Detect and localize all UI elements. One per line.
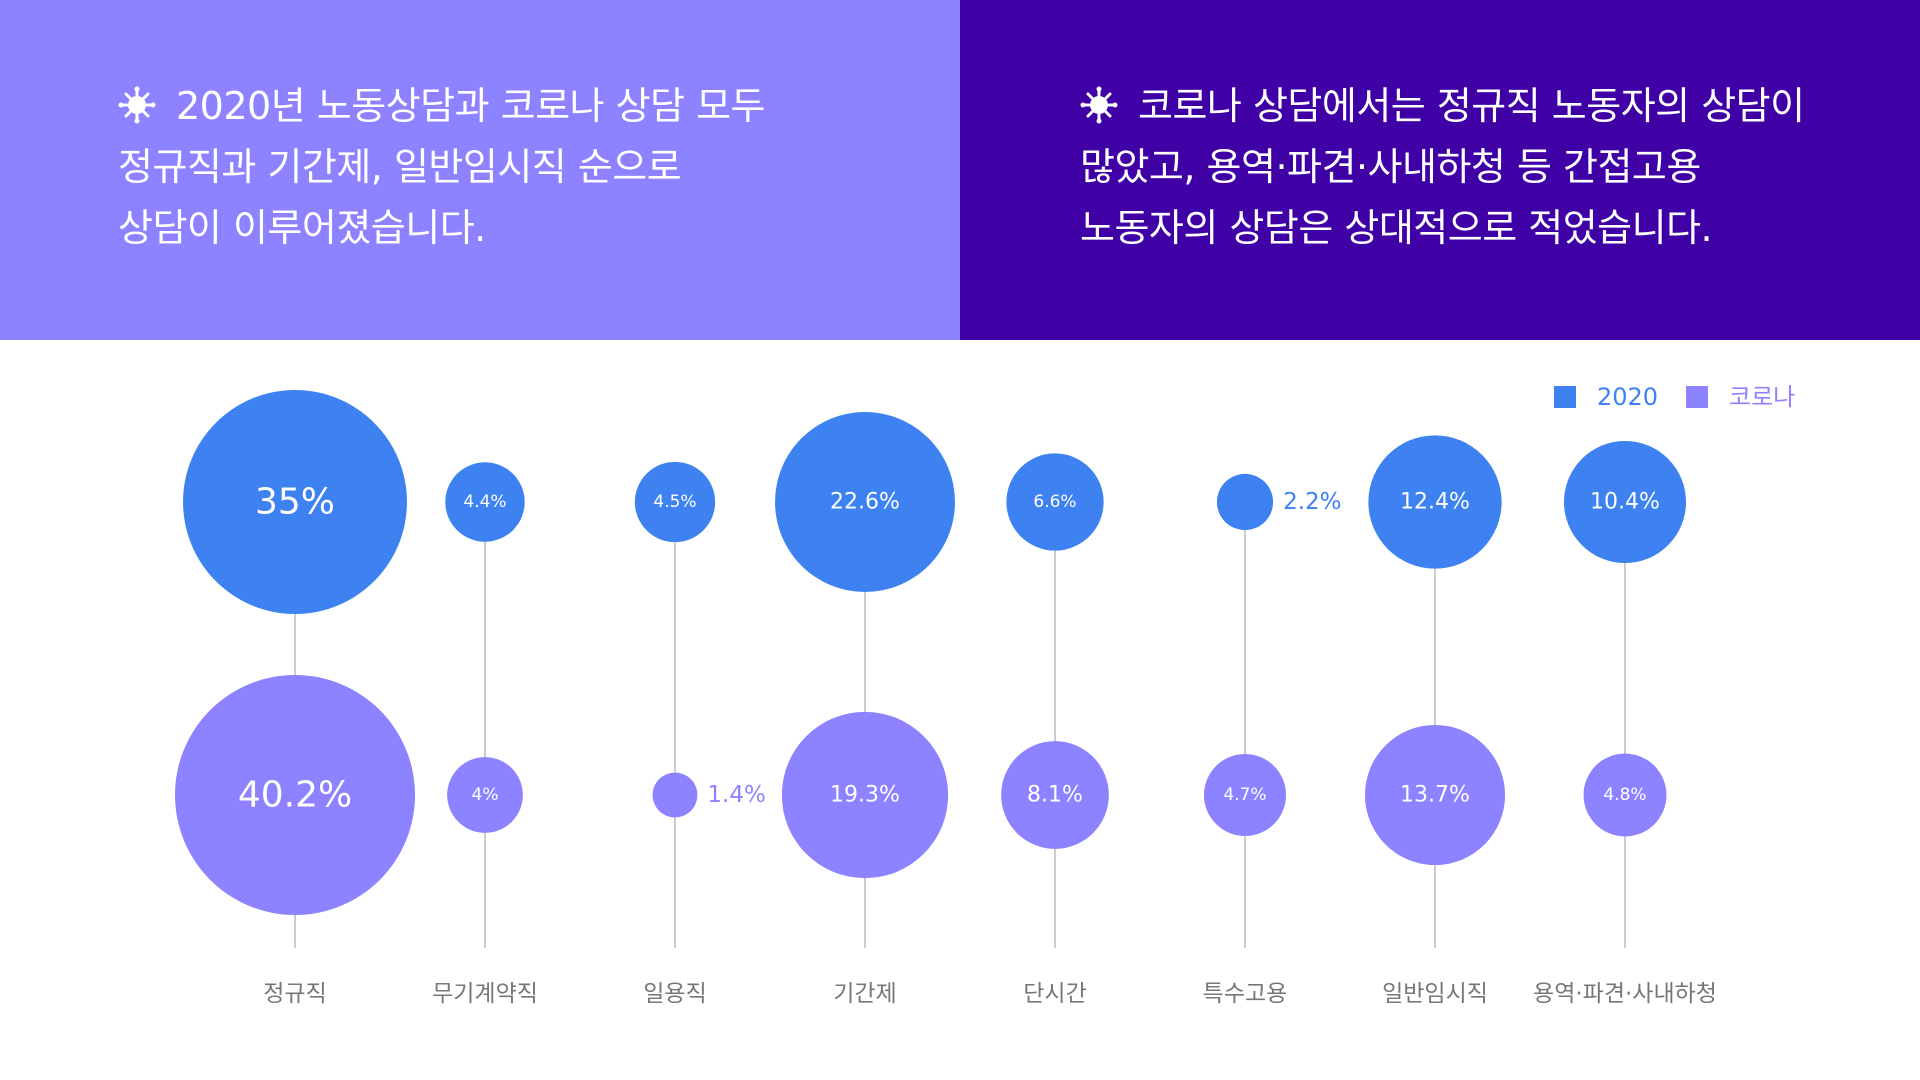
summary-line: 많았고, 용역·파견·사내하청 등 간접고용: [1080, 145, 1701, 189]
category-label: 일용직: [643, 981, 706, 1007]
bubble-value-label: 6.6%: [1033, 492, 1076, 512]
bubble-corona: [1364, 724, 1506, 866]
bubble-corona: [1001, 741, 1109, 849]
bubble-value-label: 4.8%: [1603, 785, 1646, 805]
header-panels: 2020년 노동상담과 코로나 상담 모두 정규직과 기간제, 일반임시직 순으…: [0, 0, 1920, 340]
bubble-value-label: 2.2%: [1283, 489, 1341, 515]
bubble-value-label: 13.7%: [1400, 783, 1470, 808]
virus-icon: [118, 86, 156, 124]
legend-label: 2020: [1597, 383, 1658, 411]
bubble-value-label: 22.6%: [830, 490, 900, 515]
bubble-value-label: 4.4%: [463, 492, 506, 512]
bubble-corona: [1583, 753, 1667, 837]
summary-panel-left: [0, 0, 960, 340]
bubble-chart: 35% 4.4% 4.5% 22.6% 6.6% 2.2% 12.4% 10.4% 40.2% 4…: [0, 340, 1920, 1080]
summary-line: 정규직과 기간제, 일반임시직 순으로: [118, 145, 682, 189]
bubble-2020: [634, 461, 716, 543]
bubble-corona: [781, 711, 949, 879]
virus-icon: [1080, 86, 1118, 124]
category-label: 기간제: [833, 981, 896, 1007]
bubble-value-label: 10.4%: [1590, 490, 1660, 515]
category-label: 일반임시직: [1382, 981, 1488, 1007]
summary-line: 상담이 이루어졌습니다.: [118, 206, 486, 250]
summary-text-left: 2020년 노동상담과 코로나 상담 모두 정규직과 기간제, 일반임시직 순으…: [118, 76, 938, 259]
category-label: 용역·파견·사내하청: [1533, 981, 1717, 1007]
legend-swatch: [1554, 386, 1576, 408]
summary-line-text: 2020년 노동상담과 코로나 상담 모두: [176, 84, 766, 128]
category-label: 단시간: [1023, 981, 1086, 1007]
summary-line: 노동자의 상담은 상대적으로 적었습니다.: [1080, 206, 1713, 250]
bubble-2020: [1368, 435, 1502, 569]
bubble-value-label: 4%: [472, 785, 499, 805]
category-label: 정규직: [263, 981, 326, 1007]
bubble-value-label: 35%: [255, 482, 335, 523]
summary-text-right: 코로나 상담에서는 정규직 노동자의 상담이 많았고, 용역·파견·사내하청 등…: [1080, 76, 1910, 259]
summary-line-text: 코로나 상담에서는 정규직 노동자의 상담이: [1138, 84, 1805, 128]
category-label: 무기계약직: [432, 981, 538, 1007]
bubble-corona: [652, 772, 698, 818]
bubble-value-label: 40.2%: [238, 775, 352, 816]
bubble-corona: [1203, 753, 1287, 837]
summary-line: 2020년 노동상담과 코로나 상담 모두: [118, 76, 938, 137]
bubble-corona: [447, 757, 523, 833]
bubble-2020: [1563, 440, 1687, 564]
bubble-chart-svg: 35% 4.4% 4.5% 22.6% 6.6% 2.2% 12.4% 10.4% 40.2% 4…: [175, 383, 1795, 1007]
bubble-corona: [175, 675, 415, 915]
bubble-2020: [1216, 473, 1274, 531]
bubble-2020: [1006, 453, 1104, 551]
legend-swatch: [1686, 386, 1708, 408]
bubble-2020: [775, 412, 955, 592]
summary-line: 코로나 상담에서는 정규직 노동자의 상담이: [1080, 76, 1910, 137]
bubble-value-label: 19.3%: [830, 783, 900, 808]
bubble-2020: [183, 390, 407, 614]
bubble-2020: [445, 462, 525, 542]
bubble-value-label: 8.1%: [1027, 783, 1083, 808]
bubble-value-label: 4.7%: [1223, 785, 1266, 805]
legend-label: 코로나: [1729, 383, 1795, 411]
category-label: 특수고용: [1203, 981, 1288, 1007]
bubble-value-label: 4.5%: [653, 492, 696, 512]
bubble-value-label: 1.4%: [707, 782, 765, 808]
summary-panel-right: [960, 0, 1920, 340]
bubble-value-label: 12.4%: [1400, 490, 1470, 515]
